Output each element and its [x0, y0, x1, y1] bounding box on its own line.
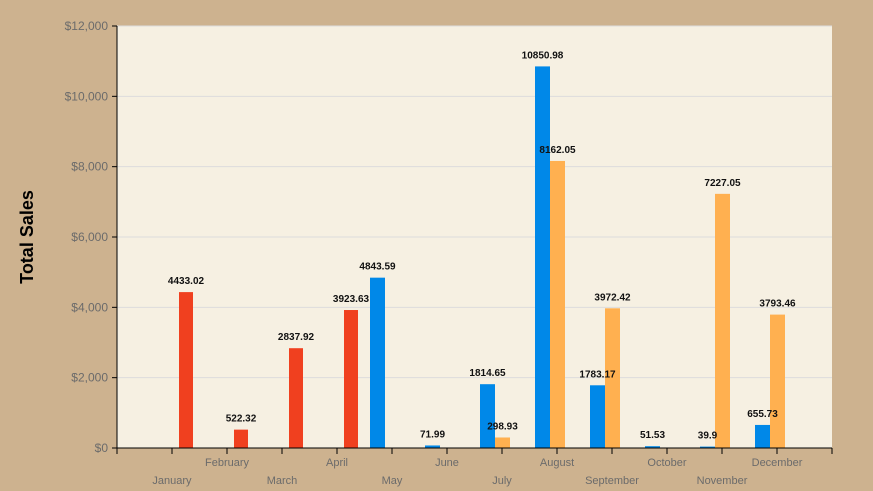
bar-december	[755, 424, 770, 448]
gridlines	[117, 25, 832, 379]
data-label: 2837.92	[278, 332, 315, 343]
bars	[179, 66, 785, 449]
x-tick-label: October	[647, 457, 686, 469]
x-tick-label: May	[382, 475, 403, 487]
data-label: 10850.98	[522, 50, 564, 61]
data-label: 3972.42	[594, 292, 631, 303]
y-axis-title: Total Sales	[17, 190, 37, 284]
bar-february	[234, 429, 248, 448]
x-tick-label: February	[205, 457, 250, 469]
y-tick-label: $4,000	[71, 300, 108, 314]
axes: $0 $2,000 $4,000 $6,000 $8,000 $10,000 $12,000…	[65, 19, 833, 487]
x-tick-label: July	[492, 475, 512, 487]
y-tick-label: $0	[95, 441, 109, 455]
x-tick-label: September	[585, 475, 639, 487]
data-label: 7227.05	[704, 178, 741, 189]
bar-september	[590, 385, 605, 448]
bar-october	[645, 446, 660, 448]
x-tick-label: April	[326, 457, 348, 469]
data-label: 1783.17	[579, 369, 616, 380]
y-tick-label: $12,000	[65, 19, 109, 33]
data-label: 39.9	[698, 431, 718, 442]
data-label: 655.73	[747, 409, 778, 420]
data-label: 298.93	[487, 421, 518, 432]
x-tick-label: January	[152, 475, 192, 487]
data-label: 1814.65	[469, 368, 506, 379]
data-label: 4433.02	[168, 276, 205, 287]
x-tick-label: March	[267, 475, 298, 487]
data-labels: 4433.02 522.32 2837.92 3923.63 4843.59 71.99 1…	[168, 50, 796, 441]
data-label: 522.32	[226, 414, 257, 425]
bar-july	[495, 437, 510, 448]
bar-september	[605, 308, 620, 448]
y-tick-label: $8,000	[71, 160, 108, 174]
bar-august	[535, 66, 550, 449]
bar-november	[700, 446, 715, 448]
data-label: 51.53	[640, 430, 665, 441]
data-label: 3923.63	[333, 294, 370, 305]
y-tick-label: $2,000	[71, 371, 108, 385]
y-tick-label: $6,000	[71, 230, 108, 244]
bar-july	[480, 384, 495, 448]
bar-december	[770, 314, 785, 448]
data-label: 4843.59	[359, 262, 396, 273]
x-tick-label: June	[435, 457, 459, 469]
x-tick-label: November	[697, 475, 748, 487]
x-tick-label: December	[752, 457, 803, 469]
bar-may	[370, 277, 385, 448]
bar-november	[715, 193, 730, 448]
x-tick-label: August	[540, 457, 574, 469]
bar-january	[179, 292, 193, 448]
data-label: 3793.46	[759, 299, 796, 310]
bar-april	[344, 310, 358, 448]
data-label: 71.99	[420, 429, 445, 440]
bar-june	[425, 445, 440, 448]
bar-august	[550, 160, 565, 449]
y-tick-label: $10,000	[65, 89, 109, 103]
bar-march	[289, 348, 303, 448]
data-label: 8162.05	[539, 145, 576, 156]
